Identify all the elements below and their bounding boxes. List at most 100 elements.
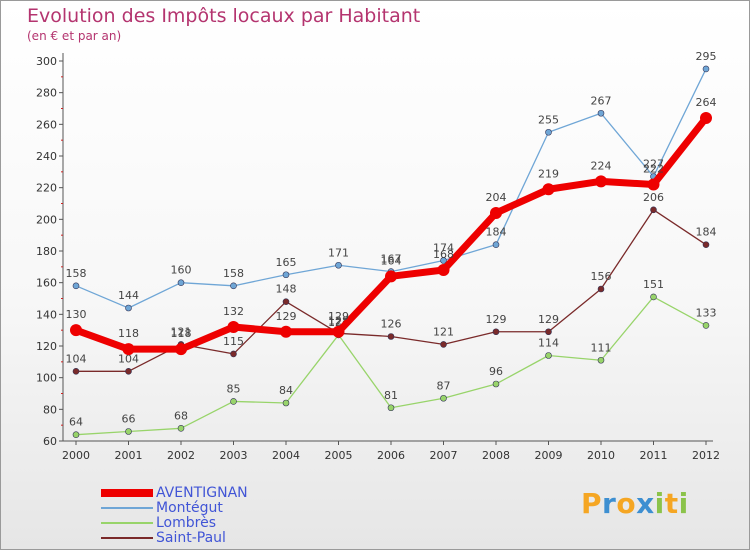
legend-swatch-lombr-s — [101, 522, 153, 524]
chart-subtitle: (en € et par an) — [27, 29, 122, 43]
data-label-mont-gut: 144 — [118, 289, 139, 302]
data-point-mont-gut — [440, 257, 447, 264]
data-point-saint-paul — [650, 206, 657, 214]
data-label-aventignan: 164 — [381, 254, 402, 267]
x-tick-label: 2007 — [430, 449, 458, 462]
legend-label-saint-paul: Saint-Paul — [156, 530, 226, 546]
x-tick-label: 2010 — [587, 449, 615, 462]
data-point-aventignan — [280, 325, 292, 338]
data-point-saint-paul — [230, 350, 237, 358]
data-label-mont-gut: 295 — [696, 50, 717, 63]
data-point-mont-gut — [597, 109, 605, 117]
data-point-lombr-s — [387, 404, 395, 412]
data-point-aventignan — [70, 324, 82, 337]
data-label-lombr-s: 85 — [227, 382, 241, 395]
logo-letter: o — [616, 487, 637, 520]
legend-label-aventignan: AVENTIGNAN — [156, 485, 248, 501]
data-label-aventignan: 204 — [486, 191, 507, 204]
data-label-aventignan: 264 — [696, 96, 717, 109]
data-label-aventignan: 130 — [66, 308, 87, 321]
data-label-mont-gut: 174 — [433, 242, 454, 255]
data-point-aventignan — [227, 321, 240, 333]
data-label-lombr-s: 133 — [696, 306, 717, 319]
data-point-lombr-s — [177, 425, 185, 432]
data-label-aventignan: 219 — [538, 167, 559, 180]
data-point-lombr-s — [282, 399, 290, 407]
proxiti-logo: Proxiti — [581, 487, 689, 520]
data-point-lombr-s — [545, 352, 552, 359]
data-point-saint-paul — [702, 241, 710, 248]
data-point-aventignan — [542, 183, 555, 196]
y-tick-label: 100 — [36, 372, 57, 385]
legend-swatch-saint-paul — [101, 537, 153, 539]
data-point-saint-paul — [545, 328, 552, 336]
y-tick-label: 260 — [36, 118, 57, 131]
data-point-aventignan — [437, 264, 450, 276]
data-point-saint-paul — [492, 328, 500, 336]
data-point-lombr-s — [492, 380, 500, 388]
data-label-saint-paul: 184 — [696, 226, 717, 239]
y-tick-label: 300 — [36, 55, 57, 68]
data-point-aventignan — [385, 270, 397, 283]
legend-swatch-mont-gut — [101, 507, 153, 509]
data-point-saint-paul — [72, 368, 80, 375]
legend-swatch-aventignan — [101, 489, 153, 497]
data-point-lombr-s — [702, 322, 710, 329]
data-label-mont-gut: 267 — [591, 94, 612, 107]
data-point-saint-paul — [440, 341, 447, 348]
data-label-aventignan: 118 — [171, 327, 192, 340]
logo-letter: r — [602, 487, 617, 520]
x-tick-label: 2002 — [167, 449, 195, 462]
legend-label-lombr-s: Lombrès — [156, 515, 216, 531]
y-tick-label: 140 — [36, 308, 57, 321]
y-tick-label: 200 — [36, 213, 57, 226]
logo-letter: i — [678, 487, 689, 520]
data-label-mont-gut: 165 — [276, 256, 297, 269]
data-point-mont-gut — [177, 279, 185, 286]
data-label-mont-gut: 227 — [643, 158, 664, 171]
data-point-aventignan — [700, 112, 712, 124]
data-label-mont-gut: 255 — [538, 113, 559, 126]
y-tick-label: 60 — [43, 435, 57, 448]
data-point-lombr-s — [230, 398, 237, 405]
data-label-mont-gut: 158 — [223, 267, 244, 280]
x-tick-label: 2011 — [640, 449, 668, 462]
data-label-mont-gut: 167 — [381, 253, 402, 266]
data-point-mont-gut — [492, 241, 500, 248]
data-point-mont-gut — [125, 304, 132, 312]
data-point-aventignan — [332, 325, 345, 338]
logo-letter: P — [581, 487, 603, 520]
data-label-saint-paul: 104 — [118, 352, 139, 365]
data-label-saint-paul: 126 — [381, 318, 402, 331]
data-label-lombr-s: 114 — [538, 337, 559, 350]
data-label-saint-paul: 129 — [538, 313, 559, 326]
data-point-lombr-s — [125, 428, 132, 435]
data-label-saint-paul: 115 — [223, 335, 244, 348]
data-label-lombr-s: 81 — [384, 389, 398, 402]
data-label-lombr-s: 66 — [122, 413, 136, 426]
data-point-saint-paul — [597, 285, 605, 293]
data-label-mont-gut: 160 — [171, 264, 192, 277]
logo-letter: t — [664, 487, 679, 520]
data-label-saint-paul: 129 — [486, 313, 507, 326]
x-tick-label: 2000 — [62, 449, 90, 462]
data-point-aventignan — [175, 343, 187, 356]
series-line-aventignan — [74, 115, 709, 353]
y-tick-label: 280 — [36, 87, 57, 100]
data-label-lombr-s: 64 — [69, 416, 83, 429]
data-point-lombr-s — [597, 356, 605, 364]
chart-title: Evolution des Impôts locaux par Habitant — [27, 5, 421, 27]
data-label-lombr-s: 87 — [437, 379, 451, 392]
data-label-saint-paul: 121 — [433, 325, 454, 338]
data-point-mont-gut — [335, 261, 342, 269]
data-label-aventignan: 129 — [276, 310, 297, 323]
data-label-saint-paul: 121 — [171, 325, 192, 338]
y-tick-label: 160 — [36, 277, 57, 290]
x-tick-label: 2006 — [377, 449, 405, 462]
data-label-aventignan: 168 — [433, 248, 454, 261]
data-label-mont-gut: 158 — [66, 267, 87, 280]
x-tick-label: 2012 — [692, 449, 720, 462]
data-label-aventignan: 132 — [223, 305, 244, 318]
